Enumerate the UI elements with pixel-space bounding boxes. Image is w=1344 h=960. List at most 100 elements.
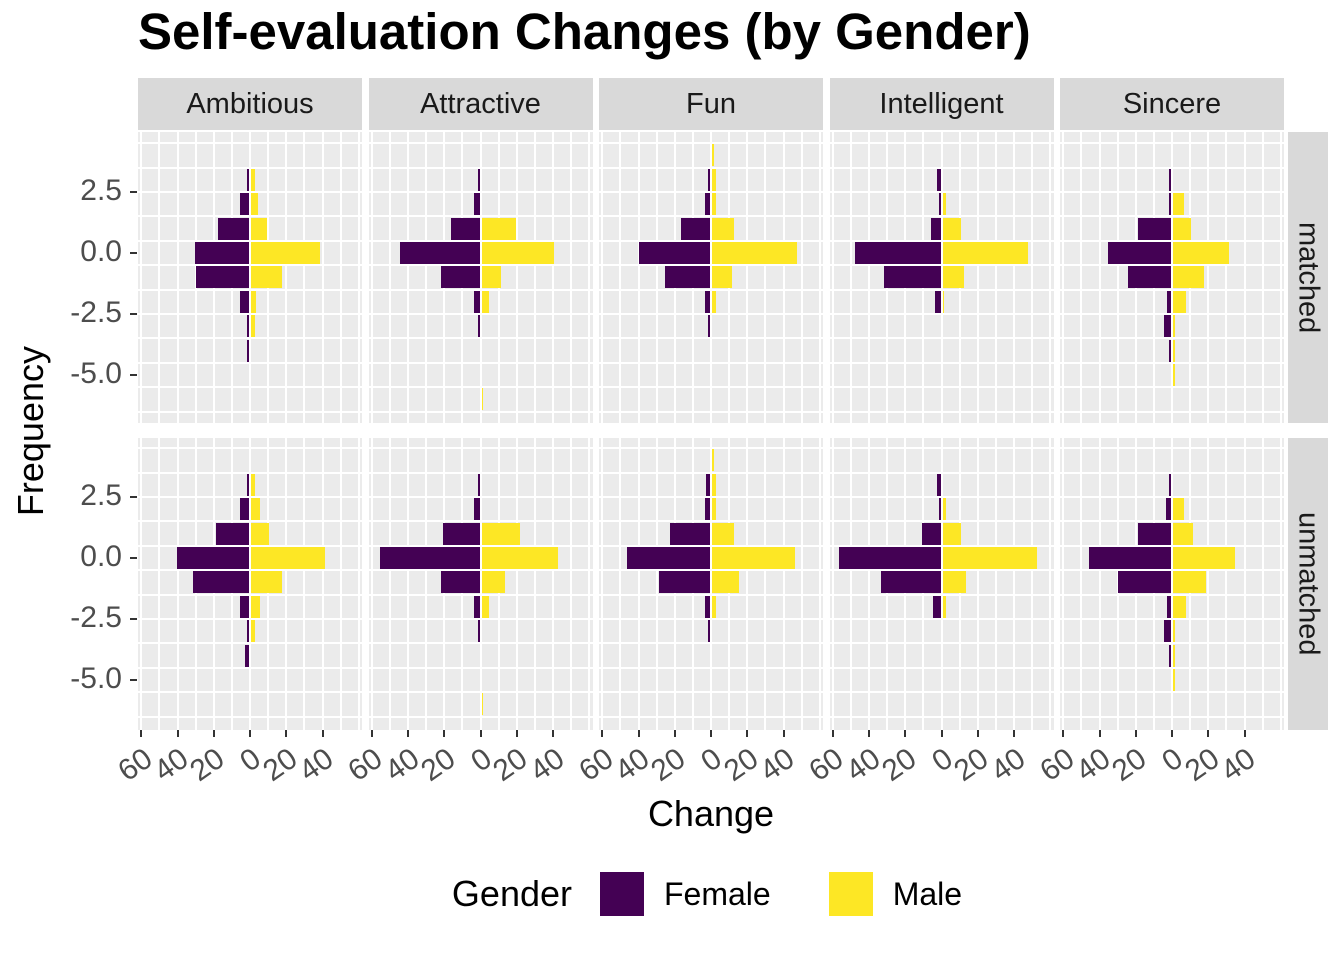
- bar-female: [933, 595, 941, 618]
- bar-male: [481, 242, 554, 264]
- gridline-v: [1013, 132, 1015, 423]
- x-tick-mark: [370, 730, 373, 737]
- y-tick-mark: [130, 374, 137, 376]
- gridline-v: [1098, 132, 1101, 423]
- gridline-v: [388, 438, 391, 730]
- gridline-v: [637, 132, 640, 423]
- y-tick-mark: [130, 252, 137, 254]
- gridline-v: [1279, 132, 1282, 423]
- bar-male: [942, 290, 945, 313]
- legend: Gender Female Male: [0, 872, 1344, 916]
- bar-male: [481, 388, 484, 411]
- gridline-v: [357, 438, 360, 730]
- x-tick-mark: [1207, 730, 1210, 737]
- bar-female: [194, 242, 249, 264]
- bar-male: [481, 217, 516, 240]
- bar-male: [251, 168, 255, 191]
- gridline-v: [140, 132, 143, 423]
- bar-female: [935, 290, 941, 313]
- bar-female: [855, 242, 941, 264]
- gridline-v: [831, 132, 834, 423]
- legend-swatch-female: [600, 872, 644, 916]
- bar-female: [938, 193, 941, 216]
- x-tick-mark: [637, 730, 640, 737]
- facet-strip-row-unmatched: unmatched: [1288, 438, 1328, 730]
- bar-female: [196, 266, 249, 289]
- x-tick-mark: [407, 730, 409, 737]
- gridline-v: [655, 438, 658, 730]
- bar-male: [712, 498, 716, 521]
- bar-male: [1173, 339, 1175, 362]
- y-tick-label: 0.0: [80, 235, 122, 268]
- gridline-v: [1013, 438, 1015, 730]
- y-tick-label: -5.0: [70, 662, 122, 695]
- bar-female: [704, 595, 710, 618]
- gridline-v: [515, 438, 518, 730]
- bar-female: [441, 571, 480, 594]
- bar-male: [1173, 217, 1192, 240]
- bar-male: [712, 168, 716, 191]
- gridline-v: [194, 132, 197, 423]
- bar-male: [1173, 595, 1186, 618]
- gridline-v: [425, 132, 428, 423]
- x-tick-mark: [601, 730, 604, 737]
- y-tick-mark: [130, 191, 137, 193]
- panel-matched-ambitious: [138, 132, 362, 423]
- x-tick-mark: [443, 730, 446, 737]
- gridline-v: [764, 132, 767, 423]
- bar-female: [1163, 315, 1171, 338]
- gridline-v: [303, 438, 306, 730]
- gridline-v: [1062, 438, 1065, 730]
- bar-female: [884, 266, 941, 289]
- x-tick-mark: [746, 730, 749, 737]
- gridline-v: [619, 438, 622, 730]
- bar-female: [239, 290, 249, 313]
- bar-female: [1163, 620, 1171, 643]
- bar-female: [639, 242, 710, 264]
- bar-female: [216, 522, 249, 545]
- legend-title: Gender: [451, 873, 572, 914]
- x-tick-mark: [249, 730, 251, 737]
- bar-female: [245, 644, 249, 667]
- bar-female: [706, 473, 710, 496]
- gridline-v: [1098, 438, 1101, 730]
- gridline-v: [976, 132, 979, 423]
- bar-female: [176, 547, 249, 569]
- gridline-v: [570, 438, 573, 730]
- x-tick-mark: [1134, 730, 1137, 737]
- bar-male: [481, 266, 502, 289]
- y-tick-label: 2.5: [80, 174, 122, 207]
- bar-male: [942, 498, 947, 521]
- gridline-v: [425, 438, 428, 730]
- bar-male: [251, 242, 320, 264]
- gridline-v: [1207, 438, 1210, 730]
- x-tick-mark: [176, 730, 179, 737]
- gridline-v: [479, 132, 482, 423]
- y-tick-label: 0.0: [80, 540, 122, 573]
- gridline-v: [746, 438, 749, 730]
- bar-male: [712, 547, 796, 569]
- facet-strip-col-sincere: Sincere: [1060, 78, 1284, 130]
- bar-male: [712, 193, 716, 216]
- bar-male: [481, 571, 506, 594]
- x-tick-label-text: 40: [1215, 741, 1262, 789]
- gridline-v: [831, 438, 834, 730]
- bar-male: [1173, 364, 1175, 386]
- x-axis-title: Change: [647, 793, 775, 834]
- y-tick-label: -5.0: [70, 357, 122, 390]
- bar-male: [712, 595, 716, 618]
- gridline-v: [158, 132, 161, 423]
- gridline-v: [1225, 132, 1228, 423]
- bar-female: [474, 498, 480, 521]
- bar-female: [399, 242, 480, 264]
- bar-male: [251, 315, 255, 338]
- bar-female: [839, 547, 941, 569]
- gridline-v: [940, 438, 943, 730]
- gridline-v: [515, 132, 518, 423]
- bar-male: [251, 473, 255, 496]
- bar-male: [712, 522, 734, 545]
- bar-female: [192, 571, 249, 594]
- gridline-v: [249, 132, 251, 423]
- x-tick-mark: [515, 730, 518, 737]
